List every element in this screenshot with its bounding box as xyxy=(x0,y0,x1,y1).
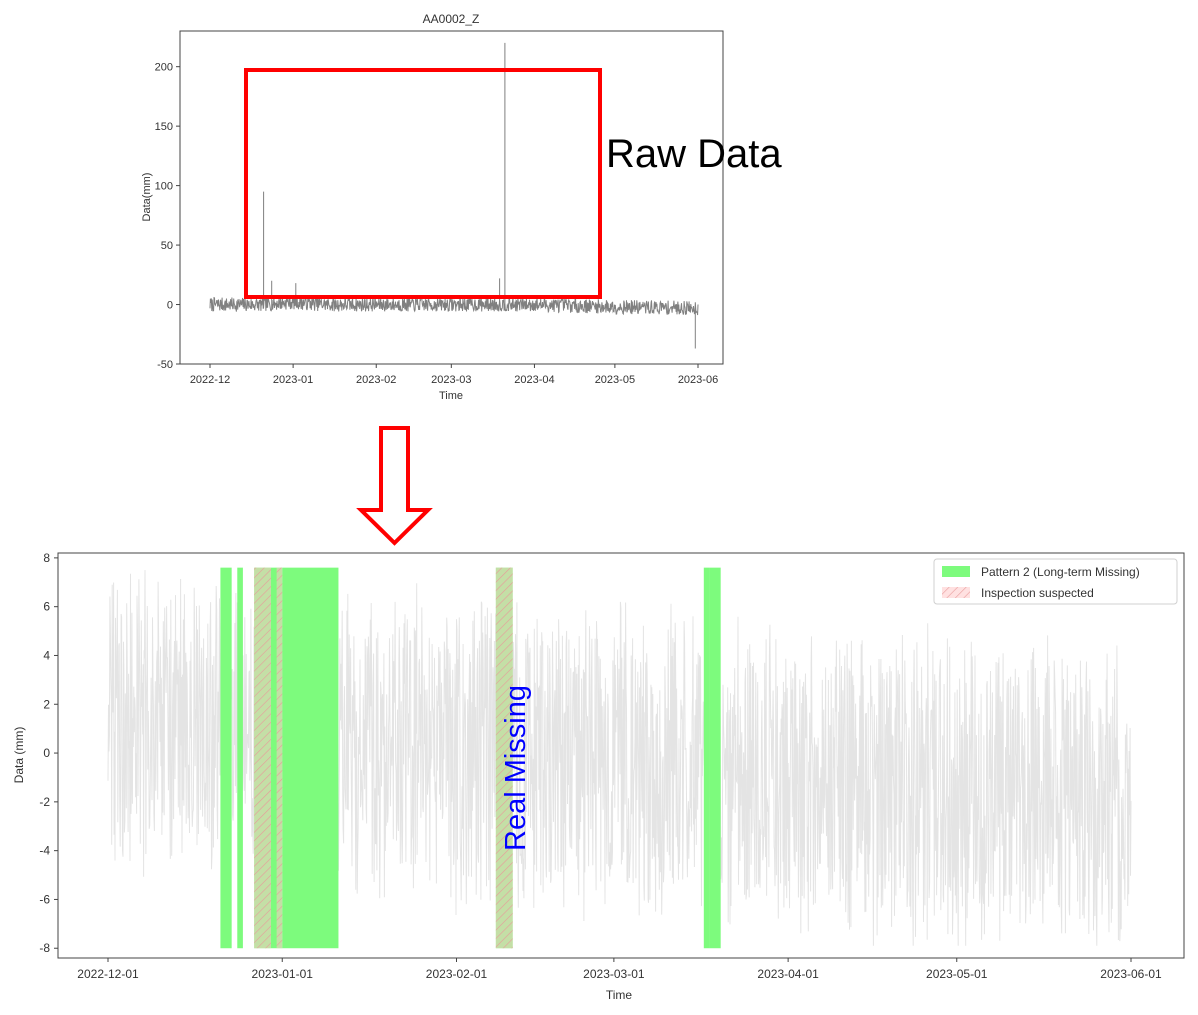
bottom-y-tick-label: 8 xyxy=(43,551,50,565)
bottom-x-axis: 2022-12-01 2023-01-01 2023-02-01 2023-03-01… xyxy=(77,958,1162,981)
bottom-y-tick-label: -8 xyxy=(39,941,50,955)
legend-swatch-long-term-missing xyxy=(942,566,970,577)
top-x-tick-label: 2023-03 xyxy=(431,374,471,386)
top-y-axis-label: Data(mm) xyxy=(141,173,153,222)
bottom-y-tick-label: 2 xyxy=(43,697,50,711)
long-term-missing-span xyxy=(237,567,243,949)
top-x-axis: 2022-12 2023-01 2023-02 2023-03 2023-04 2023-… xyxy=(190,364,718,386)
bottom-y-tick-label: -6 xyxy=(39,892,50,906)
highlight-box xyxy=(244,68,602,299)
top-y-tick-label: 100 xyxy=(155,181,173,193)
legend-swatch-inspection-suspected xyxy=(942,587,970,598)
bottom-x-tick-label: 2023-05-01 xyxy=(926,967,988,981)
bottom-x-tick-label: 2023-02-01 xyxy=(426,967,488,981)
inspection-suspected-span xyxy=(276,567,283,949)
legend: Pattern 2 (Long-term Missing) Inspection… xyxy=(933,558,1178,605)
bottom-x-tick-label: 2023-01-01 xyxy=(252,967,314,981)
top-x-axis-label: Time xyxy=(439,390,463,402)
top-y-tick-label: 200 xyxy=(155,62,173,74)
bottom-x-tick-label: 2023-06-01 xyxy=(1100,967,1162,981)
missing-spans xyxy=(220,567,721,949)
top-y-tick-label: -50 xyxy=(157,359,173,371)
raw-data-label: Raw Data xyxy=(606,132,782,176)
legend-label-inspection-suspected: Inspection suspected xyxy=(981,586,1094,600)
bottom-x-tick-label: 2023-03-01 xyxy=(583,967,645,981)
long-term-missing-span xyxy=(703,567,710,949)
top-x-tick-label: 2022-12 xyxy=(190,374,230,386)
real-missing-label: Real Missing xyxy=(500,685,532,851)
bottom-y-tick-label: -4 xyxy=(39,844,50,858)
bottom-x-axis-label: Time xyxy=(606,988,633,1002)
bottom-x-tick-label: 2022-12-01 xyxy=(77,967,139,981)
long-term-missing-span xyxy=(220,567,232,949)
top-y-tick-label: 150 xyxy=(155,121,173,133)
bottom-plot-frame xyxy=(57,552,1185,959)
bottom-y-tick-label: 0 xyxy=(43,746,50,760)
top-x-tick-label: 2023-06 xyxy=(678,374,718,386)
long-term-missing-span xyxy=(282,567,339,949)
bottom-y-tick-label: -2 xyxy=(39,795,50,809)
top-x-tick-label: 2023-04 xyxy=(514,374,554,386)
top-y-tick-label: 50 xyxy=(161,240,173,252)
raw-data-series xyxy=(209,42,699,349)
bottom-y-tick-label: 4 xyxy=(43,648,50,662)
top-plot-frame xyxy=(179,30,724,365)
top-x-tick-label: 2023-05 xyxy=(595,374,635,386)
top-x-tick-label: 2023-01 xyxy=(273,374,313,386)
long-term-missing-span xyxy=(709,567,721,949)
bottom-x-tick-label: 2023-04-01 xyxy=(757,967,819,981)
top-chart-title: AA0002_Z xyxy=(423,12,480,26)
legend-box xyxy=(933,558,1178,605)
bottom-y-tick-label: 6 xyxy=(43,600,50,614)
legend-label-long-term-missing: Pattern 2 (Long-term Missing) xyxy=(981,565,1140,579)
top-y-axis: -50 0 50 100 150 200 xyxy=(155,62,180,371)
bottom-y-axis: -8 -6 -4 -2 0 2 4 6 8 xyxy=(39,551,58,955)
processed-data-chart: -8 -6 -4 -2 0 2 4 6 8 2022-12-01 2023-01-01 2023-0… xyxy=(12,551,1185,1002)
top-x-tick-label: 2023-02 xyxy=(356,374,396,386)
raw-data-line xyxy=(209,42,699,349)
inspection-suspected-span xyxy=(254,567,272,949)
inspection-suspected-span xyxy=(495,567,513,949)
top-y-tick-label: 0 xyxy=(167,300,173,312)
down-arrow-icon xyxy=(356,426,433,546)
bottom-y-axis-label: Data (mm) xyxy=(12,727,26,784)
